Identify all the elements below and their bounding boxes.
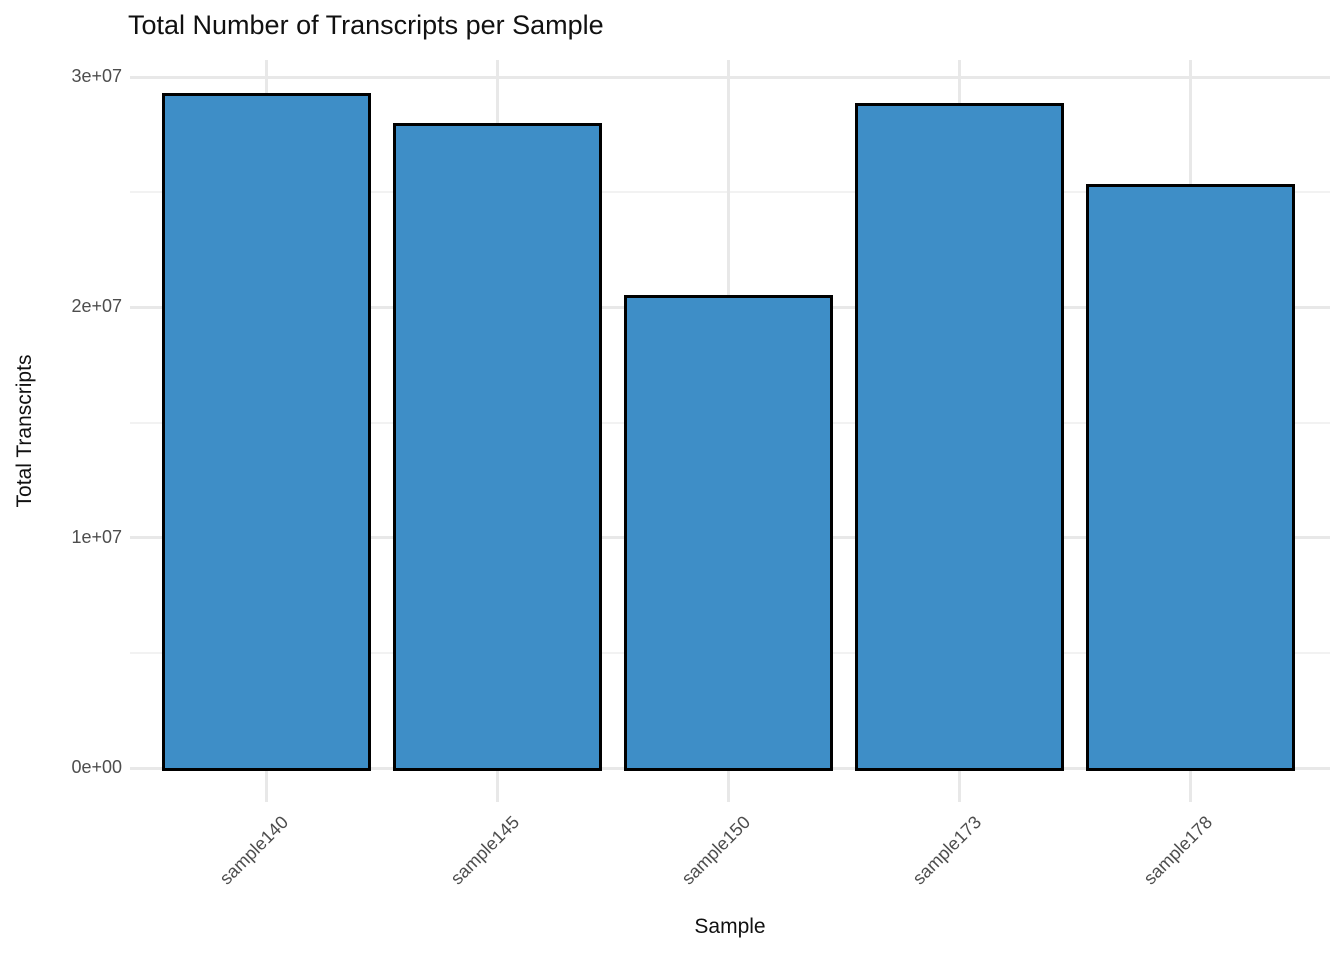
bar-sample145 bbox=[392, 123, 602, 771]
x-axis-title: Sample bbox=[694, 915, 766, 938]
bar-sample140 bbox=[161, 93, 371, 771]
gridline-minor-horizontal bbox=[130, 191, 1330, 194]
x-tick-label: sample173 bbox=[908, 812, 986, 889]
x-tick-label: sample145 bbox=[446, 812, 524, 889]
x-tick-label: sample150 bbox=[677, 812, 755, 889]
bar-sample178 bbox=[1085, 184, 1295, 771]
gridline-major-horizontal bbox=[130, 75, 1330, 79]
y-tick-label: 2e+07 bbox=[71, 296, 122, 317]
y-tick-label: 1e+07 bbox=[71, 526, 122, 547]
y-tick-label: 3e+07 bbox=[71, 66, 122, 86]
chart-title: Total Number of Transcripts per Sample bbox=[128, 10, 604, 40]
bar-sample173 bbox=[854, 103, 1064, 771]
bar-sample150 bbox=[623, 294, 833, 771]
x-tick-label: sample178 bbox=[1139, 812, 1217, 889]
y-tick-label: 0e+00 bbox=[71, 757, 122, 777]
plot-panel bbox=[130, 60, 1330, 802]
y-axis-title: Total Transcripts bbox=[13, 354, 36, 508]
x-tick-label: sample140 bbox=[215, 812, 293, 889]
